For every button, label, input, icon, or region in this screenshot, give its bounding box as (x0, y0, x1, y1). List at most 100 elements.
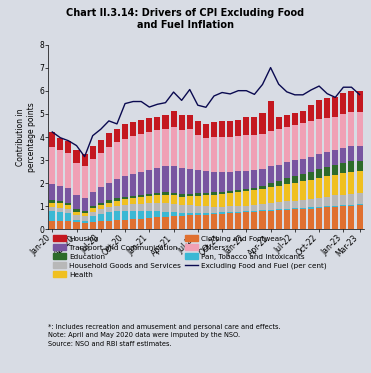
Bar (130, 137, 136, 174)
Bar (252, 190, 257, 205)
Bar (357, 204, 362, 206)
Bar (324, 197, 330, 206)
Bar (243, 171, 249, 189)
Y-axis label: Contribution in
percentage points: Contribution in percentage points (16, 102, 36, 172)
Bar (154, 195, 160, 204)
Bar (267, 203, 274, 210)
Bar (65, 205, 72, 209)
Bar (122, 139, 128, 176)
Bar (138, 120, 144, 134)
Bar (146, 194, 152, 196)
Bar (154, 116, 160, 130)
Bar (276, 181, 282, 186)
Bar (332, 117, 338, 150)
Bar (58, 185, 63, 201)
Bar (259, 134, 266, 169)
Bar (284, 115, 290, 127)
Bar (122, 176, 128, 197)
Bar (138, 204, 144, 211)
Bar (114, 179, 120, 198)
Bar (187, 169, 193, 194)
Bar (203, 206, 209, 213)
Bar (49, 200, 55, 203)
Bar (130, 219, 136, 229)
Bar (73, 220, 79, 222)
Bar (357, 161, 362, 171)
Bar (332, 150, 338, 165)
Bar (252, 135, 257, 170)
Bar (292, 125, 298, 160)
Bar (138, 197, 144, 204)
Bar (259, 204, 266, 210)
Bar (324, 207, 330, 229)
Bar (162, 204, 168, 212)
Bar (252, 170, 257, 188)
Bar (284, 209, 290, 210)
Bar (49, 211, 55, 220)
Bar (308, 207, 314, 209)
Bar (138, 219, 144, 229)
Bar (243, 206, 249, 211)
Bar (252, 188, 257, 190)
Bar (114, 220, 120, 229)
Bar (340, 194, 347, 205)
Bar (348, 112, 354, 146)
Bar (211, 214, 217, 229)
Bar (308, 172, 314, 180)
Bar (211, 192, 217, 195)
Bar (98, 140, 104, 153)
Bar (195, 170, 201, 193)
Bar (252, 116, 257, 135)
Bar (171, 212, 177, 216)
Bar (106, 183, 112, 200)
Bar (300, 111, 306, 123)
Bar (324, 98, 330, 118)
Bar (219, 194, 225, 207)
Bar (58, 212, 63, 221)
Bar (324, 206, 330, 207)
Bar (98, 205, 104, 209)
Bar (203, 171, 209, 193)
Bar (235, 213, 241, 229)
Bar (292, 201, 298, 209)
Bar (178, 194, 185, 197)
Bar (171, 216, 177, 229)
Bar (49, 203, 55, 207)
Bar (332, 165, 338, 175)
Bar (243, 135, 249, 171)
Bar (332, 175, 338, 195)
Bar (259, 211, 266, 229)
Bar (98, 187, 104, 203)
Bar (98, 214, 104, 221)
Bar (171, 193, 177, 195)
Bar (276, 186, 282, 202)
Bar (171, 111, 177, 127)
Bar (162, 195, 168, 204)
Bar (122, 205, 128, 211)
Bar (348, 172, 354, 194)
Bar (267, 101, 274, 131)
Bar (235, 192, 241, 206)
Bar (114, 198, 120, 201)
Bar (227, 212, 233, 213)
Bar (49, 184, 55, 200)
Bar (332, 97, 338, 117)
Legend: Housing, Transport and Communication, Education, Household Goods and Services, H: Housing, Transport and Communication, Ed… (52, 234, 328, 279)
Bar (65, 213, 72, 222)
Bar (146, 218, 152, 229)
Bar (122, 220, 128, 229)
Bar (340, 148, 347, 163)
Bar (235, 206, 241, 211)
Bar (187, 194, 193, 196)
Bar (267, 211, 274, 229)
Bar (243, 211, 249, 212)
Bar (340, 163, 347, 173)
Bar (82, 223, 88, 229)
Bar (65, 209, 72, 213)
Bar (284, 178, 290, 184)
Bar (90, 146, 96, 159)
Bar (195, 193, 201, 196)
Bar (227, 213, 233, 229)
Bar (227, 137, 233, 172)
Bar (73, 210, 79, 212)
